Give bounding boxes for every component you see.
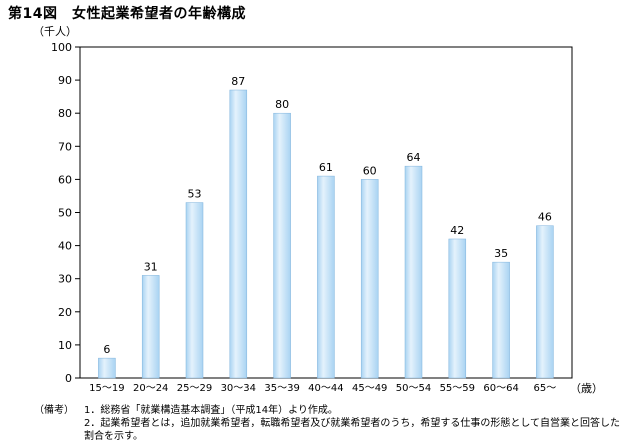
y-tick-label: 50 (58, 207, 72, 220)
x-tick-label: 40～44 (308, 383, 343, 394)
bar-value-label: 64 (407, 151, 421, 164)
x-tick-label: 50～54 (396, 383, 431, 394)
y-tick-label: 20 (58, 306, 72, 319)
x-tick-label: 45～49 (352, 383, 387, 394)
bar (141, 275, 160, 379)
chart-title: 第14図 女性起業希望者の年齢構成 (8, 6, 246, 22)
notes: （備考） 1．総務省「就業構造基本調査」（平成14年）より作成。 2．起業希望者… (34, 404, 624, 443)
note-row-2: 2．起業希望者とは，追加就業希望者，転職希望者及び就業希望者のうち，希望する仕事… (34, 417, 624, 443)
bar-value-label: 80 (275, 98, 289, 111)
bar (536, 225, 554, 379)
x-tick-label: 15～19 (89, 383, 124, 394)
bar (185, 202, 204, 379)
y-axis-label: （千人） (33, 25, 77, 38)
note-1: 1．総務省「就業構造基本調査」（平成14年）より作成。 (84, 405, 338, 416)
x-tick-label: 35～39 (264, 383, 299, 394)
bar (273, 112, 291, 379)
bar-value-label: 60 (363, 164, 377, 177)
x-tick-label: 20～24 (133, 383, 168, 394)
bar-value-label: 6 (103, 343, 110, 356)
bar-value-label: 53 (188, 188, 202, 201)
x-tick-label: 55～59 (440, 383, 475, 394)
x-tick-label: 30～34 (221, 383, 256, 394)
y-axis: 0 10 20 30 40 50 60 70 80 90 100 (51, 41, 80, 385)
x-tick-label: 60～64 (483, 383, 518, 394)
bar-value-label: 35 (494, 247, 508, 260)
bar-value-label: 42 (450, 224, 464, 237)
bar-value-label: 87 (231, 75, 245, 88)
notes-label: （備考） (34, 405, 74, 416)
bar-value-label: 46 (538, 211, 552, 224)
y-tick-label: 0 (65, 372, 72, 385)
y-tick-label: 70 (58, 140, 72, 153)
x-axis-unit: （歳） (570, 382, 603, 395)
note-row-1: （備考） 1．総務省「就業構造基本調査」（平成14年）より作成。 (34, 404, 624, 417)
bar (98, 357, 116, 379)
x-axis: 15～19 20～24 25～29 30～34 35～39 40～44 45～49 50～54… (89, 383, 556, 394)
bar-value-label: 31 (144, 260, 158, 273)
bar (229, 89, 248, 379)
y-tick-label: 100 (51, 41, 72, 54)
y-tick-label: 40 (58, 240, 72, 253)
x-tick-label: 65～ (534, 383, 557, 394)
note-2: 2．起業希望者とは，追加就業希望者，転職希望者及び就業希望者のうち，希望する仕事… (84, 418, 621, 442)
bar (317, 175, 335, 379)
y-tick-label: 80 (58, 107, 72, 120)
bar (360, 179, 379, 379)
y-tick-label: 60 (58, 173, 72, 186)
bar-value-label: 61 (319, 161, 333, 174)
bar (404, 165, 423, 379)
bar (448, 238, 467, 379)
y-tick-label: 30 (58, 273, 72, 286)
y-tick-label: 10 (58, 339, 72, 352)
bars: 6 31 53 87 80 61 60 64 42 35 46 (98, 75, 554, 379)
bar (492, 261, 510, 379)
y-tick-label: 90 (58, 74, 72, 87)
x-tick-label: 25～29 (177, 383, 212, 394)
